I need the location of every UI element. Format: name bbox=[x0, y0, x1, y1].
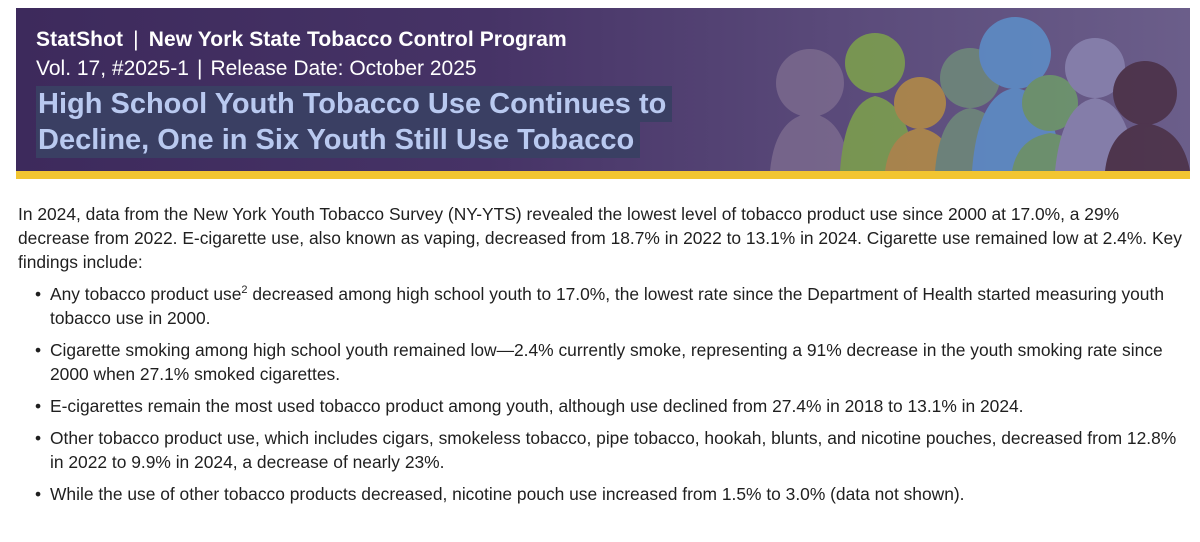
header-banner: StatShot | New York State Tobacco Control … bbox=[16, 8, 1190, 171]
list-item: Other tobacco product use, which include… bbox=[18, 426, 1190, 474]
publication-line: StatShot | New York State Tobacco Control … bbox=[36, 28, 567, 52]
headline-line-1: High School Youth Tobacco Use Continues … bbox=[36, 86, 673, 122]
bullet-text: Any tobacco product use bbox=[50, 284, 242, 304]
footnote-marker: 2 bbox=[241, 284, 248, 297]
page-title: High School Youth Tobacco Use Continues … bbox=[36, 86, 673, 158]
intro-paragraph: In 2024, data from the New York Youth To… bbox=[18, 204, 1182, 272]
list-item: While the use of other tobacco products … bbox=[18, 482, 1190, 506]
list-item: Any tobacco product use2 decreased among… bbox=[18, 282, 1190, 330]
series-name: StatShot bbox=[36, 28, 124, 51]
volume-number: Vol. 17, #2025-1 bbox=[36, 57, 189, 80]
separator: | bbox=[196, 57, 203, 80]
separator: | bbox=[133, 28, 139, 51]
list-item: E-cigarettes remain the most used tobacc… bbox=[18, 394, 1190, 418]
accent-bar bbox=[16, 171, 1190, 179]
volume-line: Vol. 17, #2025-1 | Release Date: October 2… bbox=[36, 57, 477, 81]
program-name: New York State Tobacco Control Program bbox=[148, 28, 567, 51]
headline-line-2: Decline, One in Six Youth Still Use Toba… bbox=[36, 122, 641, 158]
release-date: Release Date: October 2025 bbox=[210, 57, 477, 80]
bullet-text: decreased among high school youth to 17.… bbox=[50, 284, 1164, 328]
key-findings-list: Any tobacco product use2 decreased among… bbox=[18, 282, 1190, 506]
youth-silhouettes-illustration bbox=[770, 17, 1190, 171]
article-body: In 2024, data from the New York Youth To… bbox=[18, 202, 1190, 514]
list-item: Cigarette smoking among high school yout… bbox=[18, 338, 1190, 386]
